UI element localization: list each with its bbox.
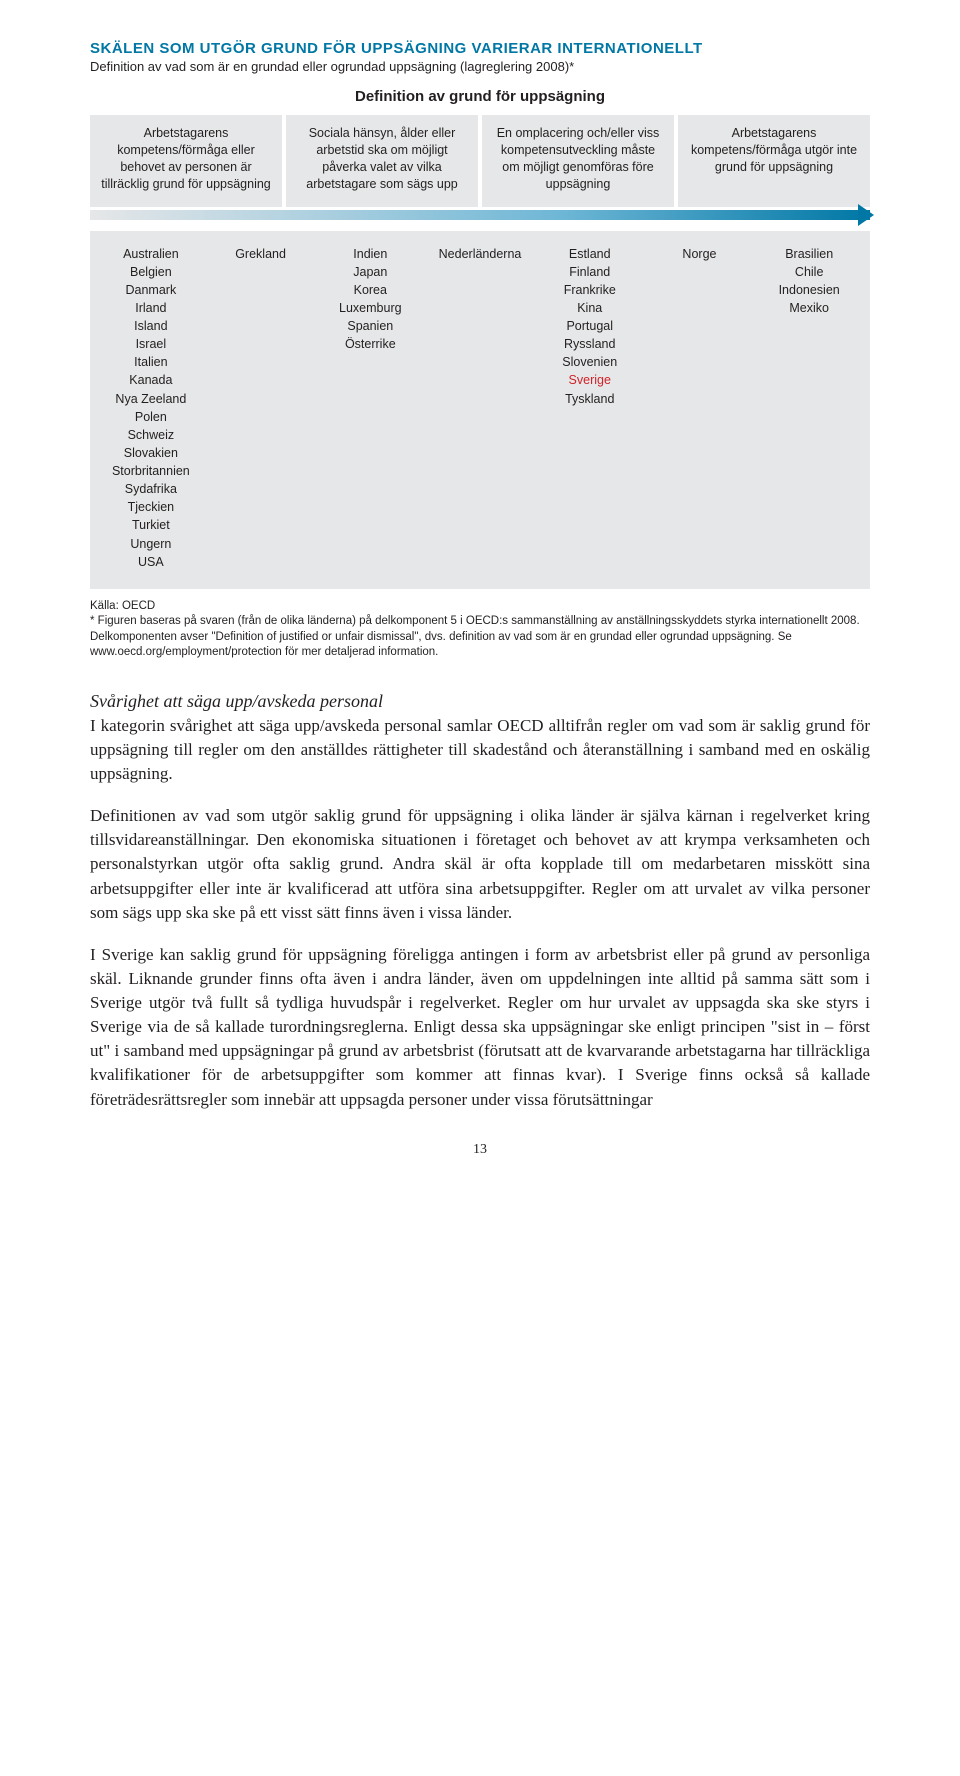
countries-column: Grekland [206, 245, 316, 571]
country-item: Storbritannien [100, 462, 202, 480]
criteria-cell: En omplacering och/eller viss kompetensu… [482, 115, 678, 207]
country-item: Nya Zeeland [100, 390, 202, 408]
country-item: Tyskland [539, 390, 641, 408]
country-item: Sydafrika [100, 480, 202, 498]
country-item: Spanien [319, 317, 421, 335]
chart-footnote: Källa: OECD * Figuren baseras på svaren … [90, 599, 870, 661]
footnote-body: * Figuren baseras på svaren (från de oli… [90, 615, 860, 658]
body-section: Svårighet att säga upp/avskeda personal … [90, 691, 870, 1112]
country-item: Ryssland [539, 335, 641, 353]
criteria-cell: Sociala hänsyn, ålder eller arbetstid sk… [286, 115, 482, 207]
country-item: Slovenien [539, 353, 641, 371]
country-item: Finland [539, 263, 641, 281]
country-item: Irland [100, 299, 202, 317]
country-item: Österrike [319, 335, 421, 353]
country-item: Polen [100, 408, 202, 426]
country-item: Sverige [539, 371, 641, 389]
body-paragraph: I kategorin svårighet att säga upp/avske… [90, 714, 870, 786]
country-item: Portugal [539, 317, 641, 335]
country-item: Ungern [100, 535, 202, 553]
chart-title: SKÄLEN SOM UTGÖR GRUND FÖR UPPSÄGNING VA… [90, 40, 870, 57]
country-item: Island [100, 317, 202, 335]
country-item: Japan [319, 263, 421, 281]
country-item: Kina [539, 299, 641, 317]
country-item: Luxemburg [319, 299, 421, 317]
country-item: Turkiet [100, 516, 202, 534]
criteria-row: Arbetstagarens kompetens/förmåga eller b… [90, 115, 870, 207]
country-item: Tjeckien [100, 498, 202, 516]
country-item: Italien [100, 353, 202, 371]
country-item: Israel [100, 335, 202, 353]
arrow-bar-icon [90, 210, 870, 220]
country-item: Nederländerna [429, 245, 531, 263]
footnote-source: Källa: OECD [90, 600, 155, 612]
country-item: Indien [319, 245, 421, 263]
countries-column: Norge [645, 245, 755, 571]
country-item: Mexiko [758, 299, 860, 317]
body-paragraph: Definitionen av vad som utgör saklig gru… [90, 804, 870, 925]
country-item: Norge [649, 245, 751, 263]
country-item: Slovakien [100, 444, 202, 462]
country-item: USA [100, 553, 202, 571]
country-item: Danmark [100, 281, 202, 299]
country-item: Australien [100, 245, 202, 263]
gradient-arrow [90, 207, 870, 225]
country-item: Brasilien [758, 245, 860, 263]
country-item: Kanada [100, 371, 202, 389]
countries-column: AustralienBelgienDanmarkIrlandIslandIsra… [96, 245, 206, 571]
country-item: Estland [539, 245, 641, 263]
country-item: Grekland [210, 245, 312, 263]
countries-column: IndienJapanKoreaLuxemburgSpanienÖsterrik… [315, 245, 425, 571]
country-item: Chile [758, 263, 860, 281]
country-item: Korea [319, 281, 421, 299]
criteria-cell: Arbetstagarens kompetens/förmåga utgör i… [678, 115, 870, 207]
chart-subtitle: Definition av vad som är en grundad elle… [90, 59, 870, 74]
country-item: Frankrike [539, 281, 641, 299]
arrow-head-icon [858, 204, 874, 226]
country-item: Schweiz [100, 426, 202, 444]
page-number: 13 [90, 1142, 870, 1158]
countries-row: AustralienBelgienDanmarkIrlandIslandIsra… [90, 231, 870, 589]
criteria-cell: Arbetstagarens kompetens/förmåga eller b… [90, 115, 286, 207]
countries-column: Nederländerna [425, 245, 535, 571]
countries-column: BrasilienChileIndonesienMexiko [754, 245, 864, 571]
chart-block: SKÄLEN SOM UTGÖR GRUND FÖR UPPSÄGNING VA… [90, 40, 870, 661]
country-item: Belgien [100, 263, 202, 281]
country-item: Indonesien [758, 281, 860, 299]
countries-column: EstlandFinlandFrankrikeKinaPortugalRyssl… [535, 245, 645, 571]
body-paragraph: I Sverige kan saklig grund för uppsägnin… [90, 943, 870, 1112]
definition-heading: Definition av grund för uppsägning [90, 88, 870, 105]
body-heading: Svårighet att säga upp/avskeda personal [90, 691, 870, 712]
